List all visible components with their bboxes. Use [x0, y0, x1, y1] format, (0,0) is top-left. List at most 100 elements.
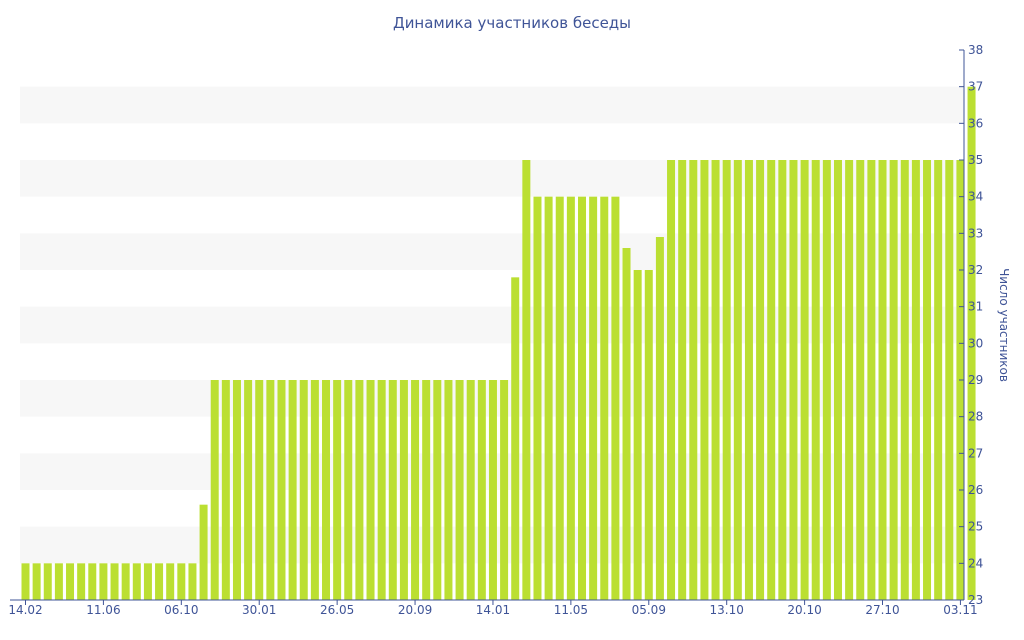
x-tick-label: 03.11	[943, 603, 977, 617]
bar	[188, 563, 197, 600]
y-tick-label: 34	[968, 190, 983, 204]
bar	[366, 380, 375, 600]
grid-band	[20, 233, 964, 270]
bar	[377, 380, 386, 600]
x-tick-label: 14.02	[8, 603, 42, 617]
bar	[488, 380, 497, 600]
bar	[66, 563, 75, 600]
x-tick-label: 27.10	[865, 603, 899, 617]
y-tick-label: 27	[968, 446, 983, 460]
x-tick-label: 05.09	[632, 603, 666, 617]
bar	[678, 160, 687, 600]
y-axis-label: Число участников	[997, 268, 1011, 382]
bar	[622, 248, 631, 600]
y-tick-label: 24	[968, 556, 983, 570]
y-tick-label: 35	[968, 153, 983, 167]
bar	[277, 380, 286, 600]
bar	[288, 380, 297, 600]
bar	[110, 563, 119, 600]
bar	[299, 380, 308, 600]
bar	[344, 380, 353, 600]
y-tick-label: 29	[968, 373, 983, 387]
bar	[934, 160, 943, 600]
bar	[411, 380, 420, 600]
x-tick-label: 30.01	[242, 603, 276, 617]
bar	[911, 160, 920, 600]
bar	[500, 380, 509, 600]
bar	[544, 196, 553, 601]
bar	[566, 196, 575, 601]
bar	[778, 160, 787, 600]
bar	[522, 160, 531, 600]
bar	[633, 270, 642, 600]
bar	[867, 160, 876, 600]
bar	[845, 160, 854, 600]
bar	[644, 270, 653, 600]
bar	[232, 380, 241, 600]
bar	[210, 380, 219, 600]
bar	[355, 380, 364, 600]
bar	[477, 380, 486, 600]
x-tick-label: 26.05	[320, 603, 354, 617]
bar	[444, 380, 453, 600]
bar	[399, 380, 408, 600]
y-tick-label: 28	[968, 410, 983, 424]
bar	[833, 160, 842, 600]
y-tick-label: 37	[968, 80, 983, 94]
x-tick-label: 13.10	[710, 603, 744, 617]
bar	[767, 160, 776, 600]
y-tick-label: 25	[968, 520, 983, 534]
bar	[54, 563, 63, 600]
y-tick-label: 36	[968, 116, 983, 130]
bar	[244, 380, 253, 600]
y-tick-label: 23	[968, 593, 983, 607]
bar	[744, 160, 753, 600]
bar	[600, 196, 609, 601]
bar	[800, 160, 809, 600]
y-tick-label: 30	[968, 336, 983, 350]
bar	[700, 160, 709, 600]
bar	[900, 160, 909, 600]
x-tick-label: 20.09	[398, 603, 432, 617]
x-axis: 14.02 11.06 06.10 30.01 26.05 20.09 14.01 11.05…	[8, 599, 978, 617]
bar	[177, 563, 186, 600]
bar	[88, 563, 97, 600]
grid-band	[20, 86, 964, 124]
bar	[333, 380, 342, 600]
bar	[689, 160, 698, 600]
bar	[310, 380, 319, 600]
bar	[166, 563, 175, 600]
y-tick-label: 26	[968, 483, 983, 497]
y-tick-label: 33	[968, 226, 983, 240]
bar	[43, 563, 52, 600]
bars	[21, 86, 976, 601]
bar	[21, 563, 30, 600]
y-axis: 23 24 25 26 27 28 29 30 31 32 33 34 35 36 37 38	[959, 43, 983, 607]
bar	[77, 563, 86, 600]
bar	[322, 380, 331, 600]
bar	[756, 160, 765, 600]
bar	[433, 380, 442, 600]
bar	[155, 563, 164, 600]
bar	[667, 160, 676, 600]
x-tick-label: 06.10	[164, 603, 198, 617]
bar	[889, 160, 898, 600]
bar	[422, 380, 431, 600]
bar	[455, 380, 464, 600]
bar	[711, 160, 720, 600]
y-tick-label: 31	[968, 300, 983, 314]
bar	[99, 563, 108, 600]
bar	[199, 504, 208, 600]
bar	[856, 160, 865, 600]
bar	[466, 380, 475, 600]
bar	[255, 380, 264, 600]
bar	[611, 196, 620, 601]
bar	[121, 563, 130, 600]
x-tick-label: 11.06	[86, 603, 120, 617]
bar	[555, 196, 564, 601]
bar	[923, 160, 932, 600]
y-tick-label: 38	[968, 43, 983, 57]
bar	[822, 160, 831, 600]
